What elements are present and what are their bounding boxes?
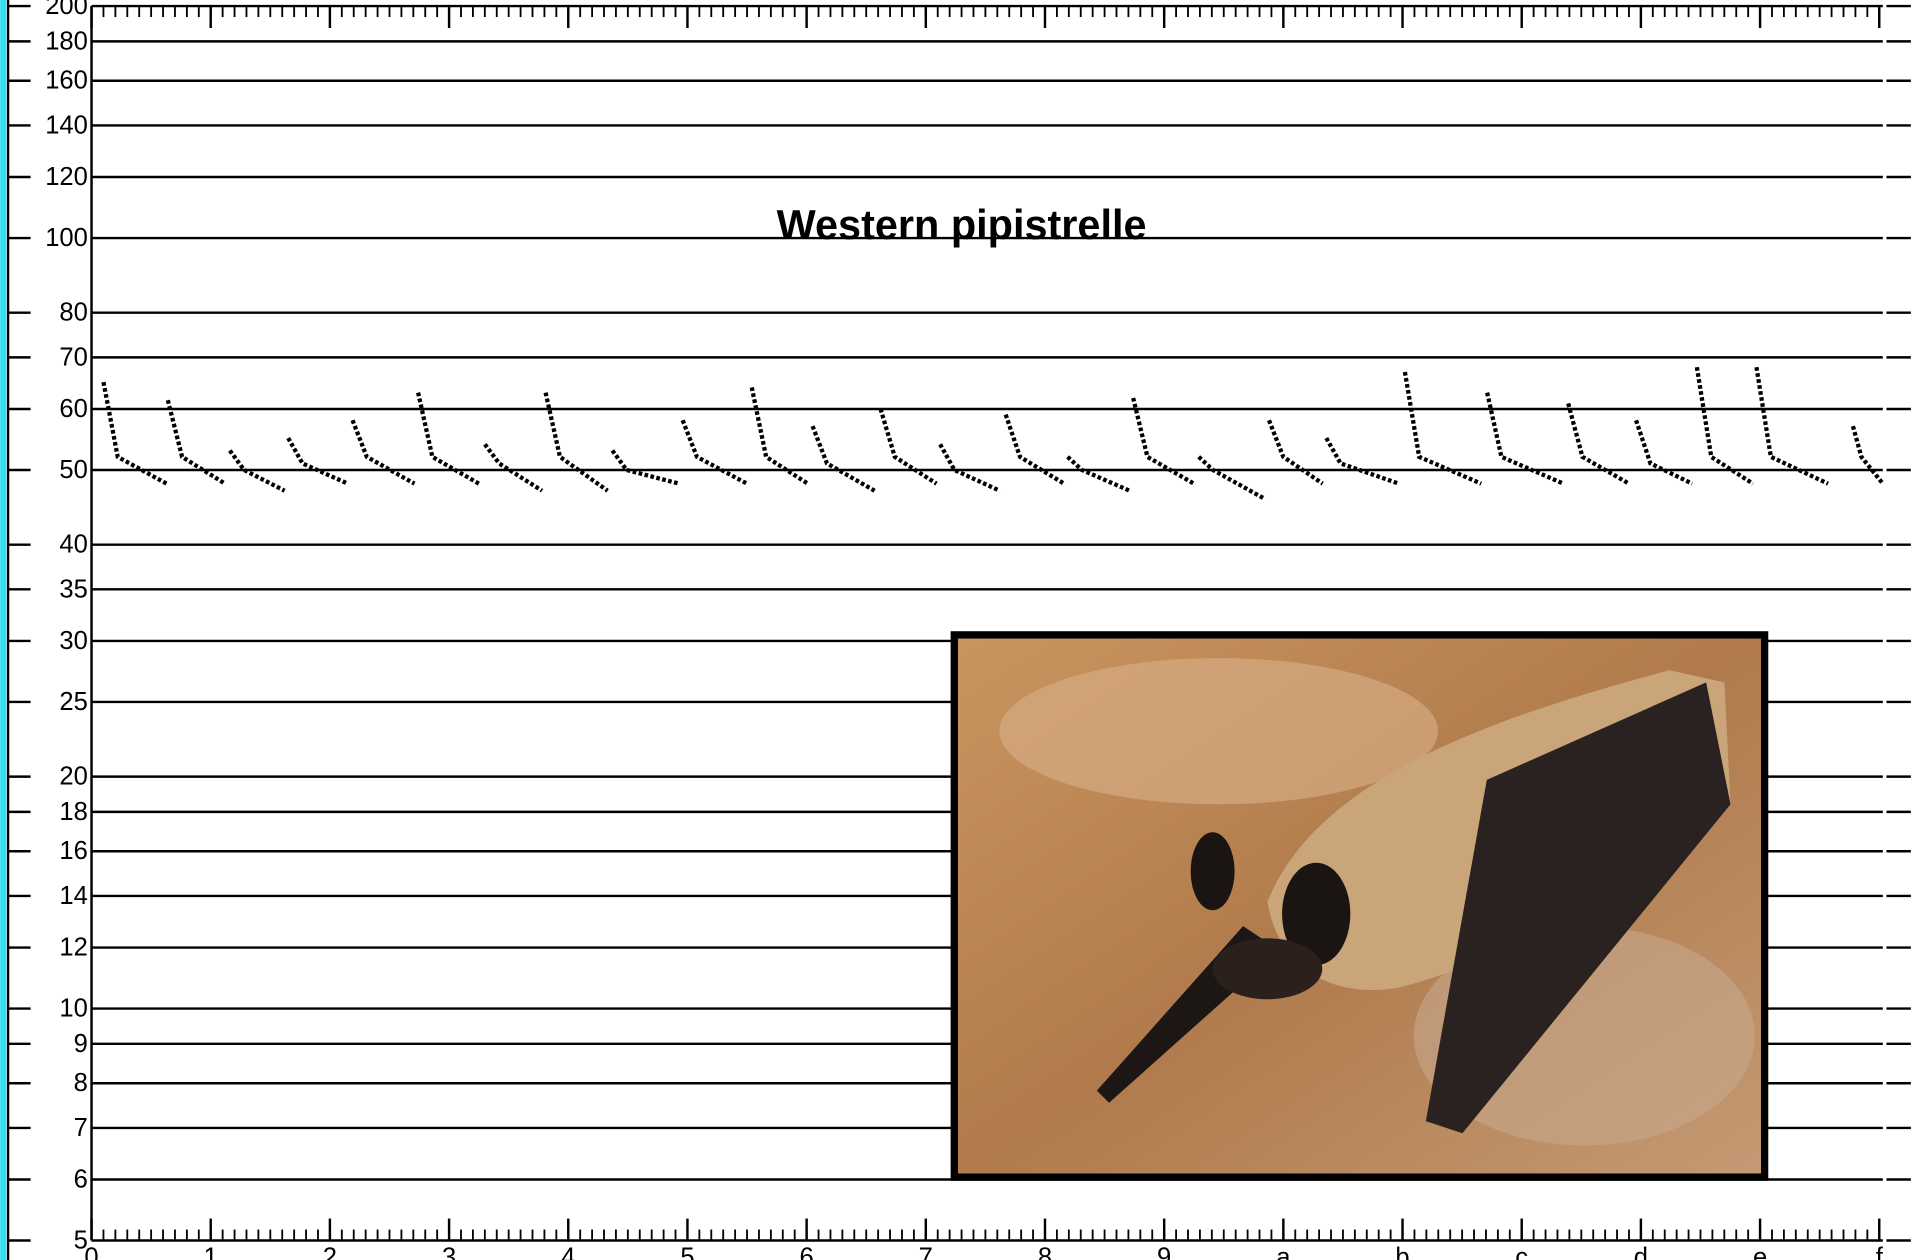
photo-ear <box>1190 832 1235 911</box>
y-tick-label: 120 <box>45 163 88 191</box>
x-tick-label: b <box>1395 1243 1409 1260</box>
left-edge <box>0 0 7 1260</box>
x-tick-label: 0 <box>84 1243 98 1260</box>
call-trace <box>1402 371 1483 486</box>
call-trace <box>1324 437 1400 486</box>
x-tick-label: 8 <box>1038 1243 1052 1260</box>
y-tick-label: 25 <box>59 688 87 716</box>
call-trace <box>1485 392 1565 486</box>
call-trace <box>228 449 286 493</box>
call-trace <box>680 419 749 486</box>
y-tick-label: 160 <box>45 67 88 95</box>
chart-title: Western pipistrelle <box>777 201 1147 248</box>
x-tick-label: 9 <box>1157 1243 1171 1260</box>
y-tick-label: 12 <box>59 934 87 962</box>
y-tick-label: 18 <box>59 798 87 826</box>
call-trace <box>1131 397 1196 486</box>
call-trace <box>543 392 609 493</box>
y-tick-label: 35 <box>59 575 87 603</box>
x-tick-label: f <box>1876 1243 1884 1260</box>
photo-face <box>1212 938 1323 1000</box>
y-tick-label: 30 <box>59 627 87 655</box>
x-tick-label: a <box>1276 1243 1291 1260</box>
y-tick-label: 10 <box>59 995 87 1023</box>
call-trace <box>1003 413 1066 486</box>
y-tick-label: 14 <box>59 882 87 910</box>
bat-photo <box>950 631 1769 1181</box>
y-tick-label: 20 <box>59 763 87 791</box>
y-tick-label: 5 <box>74 1226 88 1254</box>
call-trace <box>286 437 349 486</box>
photo-rock <box>999 658 1439 805</box>
call-trace <box>878 408 938 486</box>
call-trace <box>1634 419 1694 486</box>
x-tick-label: 4 <box>561 1243 575 1260</box>
call-trace <box>101 381 168 486</box>
y-tick-label: 200 <box>45 0 88 20</box>
x-tick-label: c <box>1515 1243 1528 1260</box>
y-tick-label: 6 <box>74 1165 88 1193</box>
call-trace <box>810 425 876 493</box>
y-tick-label: 80 <box>59 299 87 327</box>
x-tick-label: 1 <box>204 1243 218 1260</box>
y-tick-label: 9 <box>74 1030 88 1058</box>
call-trace <box>1566 402 1631 486</box>
call-trace <box>165 399 227 486</box>
y-tick-label: 140 <box>45 111 88 139</box>
call-trace <box>749 386 809 486</box>
photo-ear <box>1282 862 1351 966</box>
x-tick-label: 3 <box>442 1243 456 1260</box>
call-trace <box>938 443 1001 493</box>
y-tick-label: 16 <box>59 837 87 865</box>
y-tick-label: 60 <box>59 395 87 423</box>
call-trace <box>483 443 544 493</box>
x-tick-label: e <box>1753 1243 1767 1260</box>
y-tick-label: 8 <box>74 1069 88 1097</box>
call-trace <box>1694 366 1755 486</box>
call-trace <box>416 392 480 486</box>
call-trace <box>1850 425 1885 485</box>
call-trace <box>1197 455 1265 500</box>
call-trace <box>610 449 680 486</box>
y-tick-label: 50 <box>59 456 87 484</box>
y-tick-label: 7 <box>74 1114 88 1142</box>
call-trace <box>1066 455 1131 493</box>
y-tick-label: 70 <box>59 343 87 371</box>
x-tick-label: 2 <box>323 1243 337 1260</box>
y-tick-label: 180 <box>45 27 88 55</box>
x-tick-label: d <box>1634 1243 1648 1260</box>
call-trace <box>350 419 416 486</box>
call-trace <box>1267 419 1324 486</box>
y-tick-label: 40 <box>59 531 87 559</box>
x-tick-label: 6 <box>800 1243 814 1260</box>
x-tick-label: 7 <box>919 1243 933 1260</box>
y-tick-label: 100 <box>45 224 88 252</box>
photo-wing <box>1425 682 1731 1134</box>
x-tick-label: 5 <box>680 1243 694 1260</box>
